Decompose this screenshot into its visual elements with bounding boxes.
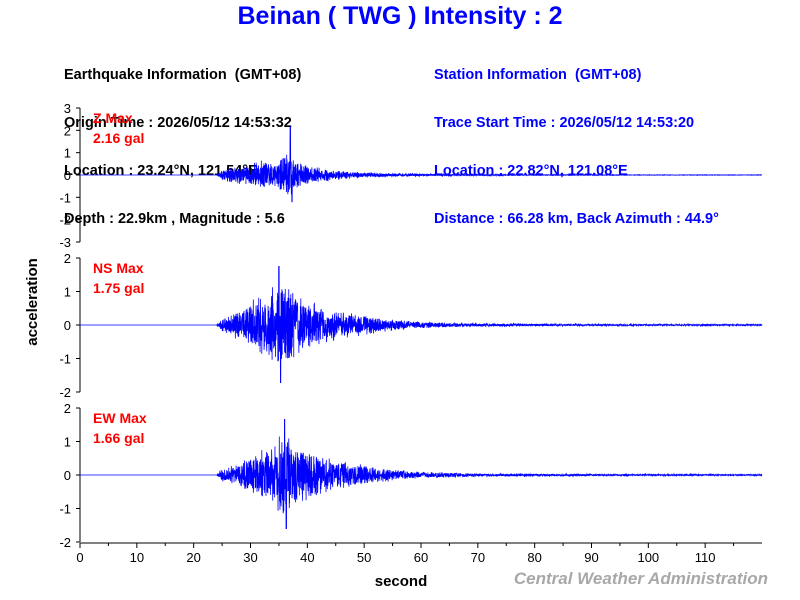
max-label-z: Z Max: [93, 110, 133, 126]
y-tick-label: -1: [59, 352, 71, 367]
y-tick-label: -1: [59, 502, 71, 517]
x-tick-label: 50: [357, 550, 371, 565]
credit-text: Central Weather Administration: [513, 569, 768, 588]
max-value-ns: 1.75 gal: [93, 280, 144, 296]
x-tick-label: 100: [637, 550, 659, 565]
x-axis-label: second: [375, 573, 428, 590]
chart-title: Beinan ( TWG ) Intensity : 2: [237, 2, 563, 30]
y-tick-label: 0: [64, 468, 71, 483]
x-tick-label: 0: [76, 550, 83, 565]
y-tick-label: 0: [64, 318, 71, 333]
y-tick-label: 2: [64, 251, 71, 266]
trace-start-time: Trace Start Time : 2026/05/12 14:53:20: [434, 115, 695, 131]
y-tick-label: -2: [59, 385, 71, 400]
max-label-ns: NS Max: [93, 260, 144, 276]
x-tick-label: 70: [471, 550, 485, 565]
y-axis-label: acceleration: [24, 258, 41, 346]
y-tick-label: 3: [64, 101, 71, 116]
y-tick-label: -2: [59, 535, 71, 550]
x-tick-label: 110: [695, 550, 716, 565]
y-tick-label: 1: [64, 146, 71, 161]
max-value-ew: 1.66 gal: [93, 430, 144, 446]
y-tick-label: 1: [64, 435, 71, 450]
x-tick-label: 10: [130, 550, 144, 565]
max-label-ew: EW Max: [93, 410, 147, 426]
y-tick-label: 0: [64, 168, 71, 183]
x-tick-label: 30: [243, 550, 257, 565]
waveform-ew: [80, 419, 763, 529]
x-tick-label: 60: [414, 550, 428, 565]
waveform-ns: [80, 266, 763, 383]
y-tick-label: -3: [59, 235, 71, 250]
y-tick-label: 1: [64, 285, 71, 300]
x-tick-label: 80: [527, 550, 541, 565]
station-info: Station Information (GMT+08) Trace Start…: [434, 35, 719, 243]
waveform-z: [80, 126, 763, 203]
depth-magnitude: Depth : 22.9km , Magnitude : 5.6: [64, 211, 285, 227]
earthquake-info-heading: Earthquake Information (GMT+08): [64, 67, 302, 83]
x-tick-label: 90: [584, 550, 598, 565]
station-info-heading: Station Information (GMT+08): [434, 67, 642, 83]
y-tick-label: -1: [59, 190, 71, 205]
max-value-z: 2.16 gal: [93, 130, 144, 146]
origin-time: Origin Time : 2026/05/12 14:53:32: [64, 115, 292, 131]
x-tick-label: 40: [300, 550, 314, 565]
y-tick-label: 2: [64, 401, 71, 416]
y-tick-label: 2: [64, 123, 71, 138]
station-distance: Distance : 66.28 km, Back Azimuth : 44.9…: [434, 211, 719, 227]
x-tick-label: 20: [186, 550, 200, 565]
y-tick-label: -2: [59, 213, 71, 228]
